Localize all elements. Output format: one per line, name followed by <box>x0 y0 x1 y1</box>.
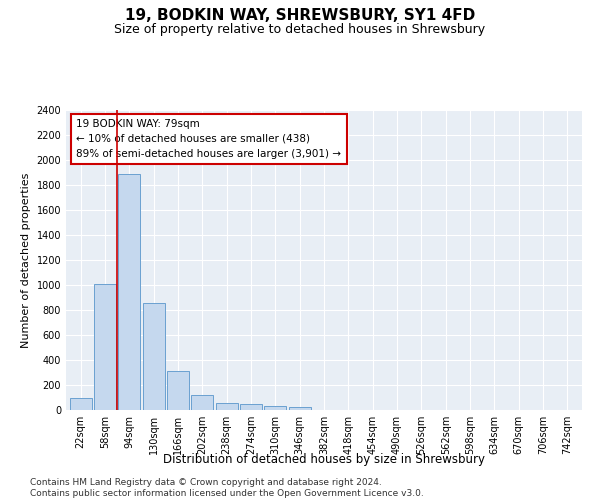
Bar <box>143 302 164 410</box>
Bar <box>118 174 140 410</box>
Text: 19 BODKIN WAY: 79sqm
← 10% of detached houses are smaller (438)
89% of semi-deta: 19 BODKIN WAY: 79sqm ← 10% of detached h… <box>76 119 341 158</box>
Bar <box>289 407 311 410</box>
Text: Size of property relative to detached houses in Shrewsbury: Size of property relative to detached ho… <box>115 22 485 36</box>
Bar <box>240 404 262 410</box>
Text: Distribution of detached houses by size in Shrewsbury: Distribution of detached houses by size … <box>163 452 485 466</box>
Bar <box>94 284 116 410</box>
Bar <box>70 398 92 410</box>
Y-axis label: Number of detached properties: Number of detached properties <box>21 172 31 348</box>
Bar <box>265 406 286 410</box>
Bar <box>215 402 238 410</box>
Bar <box>167 370 189 410</box>
Bar <box>191 395 213 410</box>
Text: Contains HM Land Registry data © Crown copyright and database right 2024.
Contai: Contains HM Land Registry data © Crown c… <box>30 478 424 498</box>
Text: 19, BODKIN WAY, SHREWSBURY, SY1 4FD: 19, BODKIN WAY, SHREWSBURY, SY1 4FD <box>125 8 475 22</box>
